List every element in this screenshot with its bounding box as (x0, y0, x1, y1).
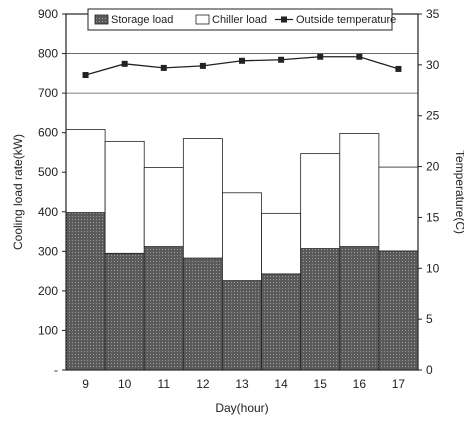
x-tick-label-16: 16 (353, 377, 367, 391)
y-tick-label-4: 400 (38, 205, 58, 219)
temperature-marker-17 (395, 65, 402, 72)
y-tick-label-9: 900 (38, 7, 58, 21)
y-tick-label-2: 200 (38, 284, 58, 298)
bar-storage-9 (65, 212, 106, 371)
bars (65, 129, 419, 371)
y2-tick-label-5: 25 (426, 109, 440, 123)
y2-tick-label-3: 15 (426, 210, 440, 224)
temperature-marker-13 (239, 57, 245, 64)
y2-tick-label-6: 30 (426, 58, 440, 72)
legend-box (87, 8, 393, 31)
legend-label-chiller: Chiller load (212, 14, 267, 26)
temperature-marker-14 (278, 56, 285, 63)
x-tick-label-9: 9 (82, 377, 89, 391)
bar-chiller-9 (65, 129, 106, 213)
bar-chiller-17 (378, 166, 419, 252)
x-tick-label-13: 13 (235, 377, 249, 391)
x-axis-title: Day(hour) (215, 401, 268, 415)
bar-storage-11 (143, 246, 184, 371)
bar-chiller-16 (339, 133, 380, 247)
y2-tick-label-1: 5 (426, 312, 433, 326)
temperature-marker-10 (121, 60, 128, 67)
x-tick-label-17: 17 (392, 377, 406, 391)
x-tick-label-15: 15 (314, 377, 328, 391)
legend-swatch-chiller (195, 14, 210, 25)
y-tick-label-8: 800 (38, 47, 58, 61)
temperature-marker-9 (82, 72, 89, 79)
legend-label-storage: Storage load (111, 14, 173, 26)
y-tick-label-5: 500 (38, 165, 58, 179)
bar-storage-17 (378, 250, 419, 371)
y-tick-label-7: 700 (38, 86, 58, 100)
bar-storage-16 (339, 246, 380, 371)
legend-swatch-storage (94, 14, 109, 25)
y2-tick-label-0: 0 (426, 363, 433, 377)
y-axis-right: 0 5 10 15 20 25 30 35 (418, 7, 440, 377)
y-axis-title: Cooling load rate(kW) (11, 134, 25, 250)
x-axis: 9 10 11 12 13 14 15 16 17 (82, 377, 405, 391)
bar-storage-15 (300, 248, 341, 371)
temperature-marker-15 (317, 53, 324, 60)
bar-chiller-15 (300, 153, 341, 249)
legend-label-temperature: Outside temperature (296, 14, 396, 26)
bar-chiller-10 (104, 140, 145, 254)
x-tick-label-14: 14 (274, 377, 288, 391)
bar-storage-10 (104, 252, 145, 371)
y-tick-label-1: 100 (38, 323, 58, 337)
x-tick-label-11: 11 (158, 377, 171, 391)
y-tick-label-0: - (54, 363, 58, 377)
temperature-marker-12 (199, 62, 206, 69)
bar-chiller-13 (222, 192, 262, 282)
gridlines (66, 53, 418, 94)
bar-storage-14 (261, 273, 302, 371)
legend-swatch-temperature-marker (281, 16, 287, 23)
bar-chiller-11 (143, 167, 184, 247)
y2-tick-label-4: 20 (426, 160, 440, 174)
y2-tick-label-7: 35 (426, 7, 440, 21)
y-tick-label-3: 300 (38, 244, 58, 258)
bar-chiller-12 (182, 138, 223, 259)
y-tick-label-6: 600 (38, 126, 58, 140)
temperature-marker-16 (356, 53, 363, 60)
x-tick-label-12: 12 (196, 377, 210, 391)
bar-storage-13 (222, 280, 262, 371)
bar-chiller-14 (261, 212, 302, 275)
y2-tick-label-2: 10 (426, 261, 440, 275)
bar-storage-12 (182, 257, 223, 371)
legend: Storage load Chiller load Outside temper… (87, 8, 396, 31)
y-axis-left: - 100 200 300 400 500 600 700 800 900 (38, 7, 66, 377)
x-tick-label-10: 10 (118, 377, 132, 391)
y2-axis-title: Temperature(C) (453, 150, 464, 234)
temperature-marker-11 (160, 64, 167, 71)
temperature-line-layer (82, 53, 402, 79)
